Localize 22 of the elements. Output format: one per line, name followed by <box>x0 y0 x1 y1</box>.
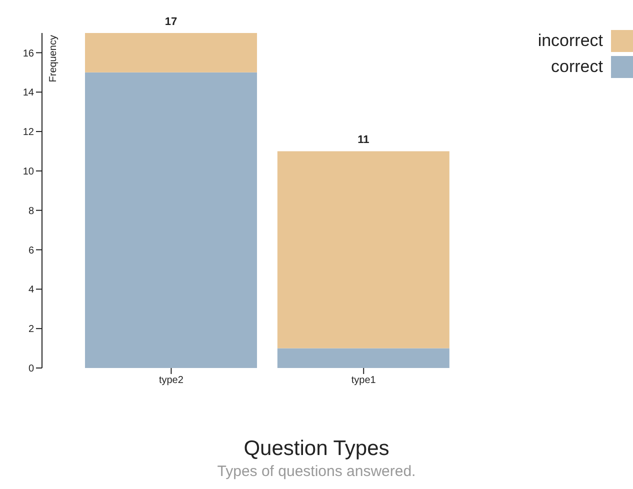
y-tick-label: 16 <box>22 48 34 60</box>
total-label: 17 <box>164 16 178 28</box>
y-tick-label: 6 <box>28 245 34 256</box>
legend-label: incorrect <box>538 31 603 51</box>
total-label: 11 <box>358 134 370 146</box>
text: Question Types <box>242 437 390 461</box>
y-tick-label: 10 <box>22 166 34 178</box>
y-tick-label: 4 <box>28 284 34 296</box>
y-axis-title: Frequency <box>48 35 59 82</box>
legend-label: correct <box>551 57 603 77</box>
x-tick-label: type1 <box>351 375 376 386</box>
y-tick-label: 14 <box>22 88 34 99</box>
x-tick-label: type2 <box>158 375 184 386</box>
bar <box>277 348 450 368</box>
y-tick-label: 12 <box>22 127 34 138</box>
bar <box>277 151 450 348</box>
bar <box>85 33 257 72</box>
y-tick-label: 8 <box>28 206 34 217</box>
y-tick-label: 2 <box>28 324 34 336</box>
bar <box>85 72 257 368</box>
text: Types of questions answered. <box>216 463 417 480</box>
y-tick-label: 0 <box>28 364 34 375</box>
